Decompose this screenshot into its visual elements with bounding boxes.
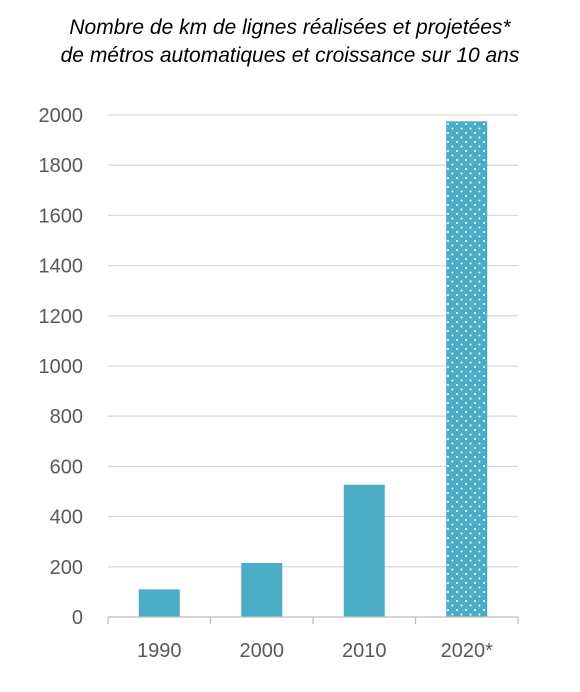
bar-1990 (138, 589, 180, 617)
bar-2010 (343, 484, 385, 617)
y-tick-label: 1200 (39, 306, 84, 328)
chart-title-line-2: de métros automatiques et croissance sur… (60, 44, 520, 67)
chart-title-line-1: Nombre de km de lignes réalisées et proj… (69, 16, 511, 39)
bars (138, 121, 488, 618)
bar-2000 (241, 563, 283, 617)
y-tick-label: 1000 (39, 356, 84, 378)
y-tick-label: 0 (72, 607, 83, 629)
y-tick-label: 1400 (39, 256, 84, 278)
y-tick-label: 400 (50, 507, 83, 529)
y-axis-ticks: 0 200 400 600 800 1000 1200 1400 1600 1800 2000 (39, 105, 84, 629)
y-tick-label: 1800 (39, 155, 84, 177)
y-tick-label: 200 (50, 557, 83, 579)
y-tick-label: 1600 (39, 205, 84, 227)
x-axis-ticks: 1990 2000 2010 2020* (137, 640, 493, 662)
y-tick-label: 2000 (39, 105, 84, 127)
y-tick-label: 800 (50, 406, 83, 428)
x-tick-label: 1990 (137, 640, 182, 662)
x-axis (107, 616, 519, 624)
x-tick-label: 2000 (240, 640, 285, 662)
x-tick-label: 2010 (342, 640, 387, 662)
bar-2020-projected (446, 121, 488, 618)
x-tick-label: 2020* (441, 640, 493, 662)
y-tick-label: 600 (50, 456, 83, 478)
